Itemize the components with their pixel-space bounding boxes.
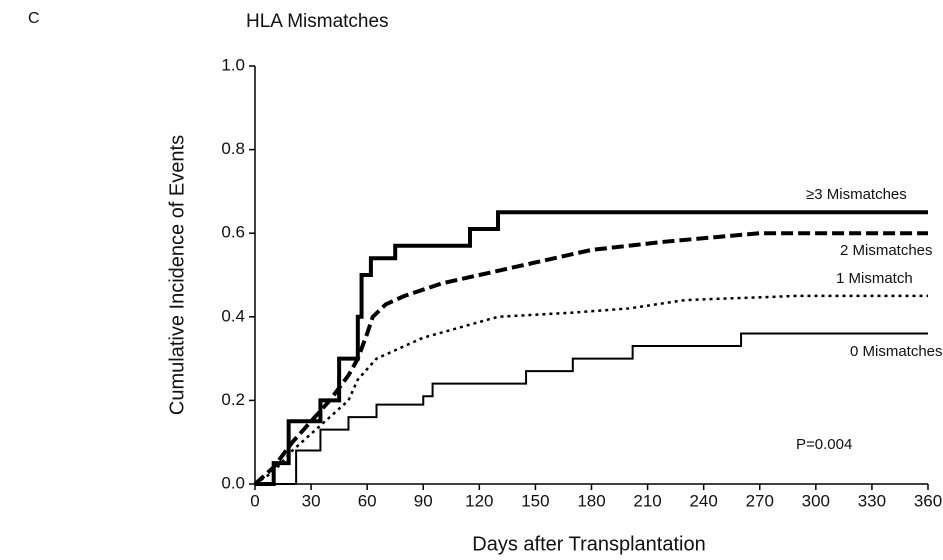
x-tick-label: 150 <box>521 491 549 510</box>
x-tick-label: 270 <box>746 491 774 510</box>
x-axis-title: Days after Transplantation <box>472 533 705 555</box>
x-tick-label: 0 <box>250 491 259 510</box>
x-tick-label: 240 <box>689 491 717 510</box>
series-label: 2 Mismatches <box>840 242 933 259</box>
x-tick-label: 210 <box>633 491 661 510</box>
series-label: ≥3 Mismatches <box>806 186 907 203</box>
y-axis-title: Cumulative Incidence of Events <box>166 135 188 415</box>
chart-title: HLA Mismatches <box>246 11 389 32</box>
series-label: 1 Mismatch <box>836 270 913 287</box>
x-tick-label: 300 <box>802 491 830 510</box>
y-tick-label: 0.0 <box>221 473 245 492</box>
x-tick-label: 330 <box>858 491 886 510</box>
y-tick-label: 0.2 <box>221 390 245 409</box>
x-tick-label: 180 <box>577 491 605 510</box>
y-tick-label: 0.6 <box>221 223 245 242</box>
panel-label: C <box>28 10 40 27</box>
y-tick-label: 0.8 <box>221 139 245 158</box>
series-line <box>255 210 928 486</box>
series-line <box>253 231 928 486</box>
x-tick-label: 360 <box>914 491 942 510</box>
x-tick-label: 90 <box>414 491 433 510</box>
x-tick-label: 60 <box>358 491 377 510</box>
x-tick-label: 120 <box>465 491 493 510</box>
series-line <box>254 294 928 486</box>
y-tick-label: 1.0 <box>221 55 245 74</box>
x-tick-label: 30 <box>302 491 321 510</box>
y-tick-label: 0.4 <box>221 306 245 325</box>
p-value: P=0.004 <box>796 436 852 453</box>
series-label: 0 Mismatches <box>850 343 943 360</box>
series-line <box>255 332 928 485</box>
